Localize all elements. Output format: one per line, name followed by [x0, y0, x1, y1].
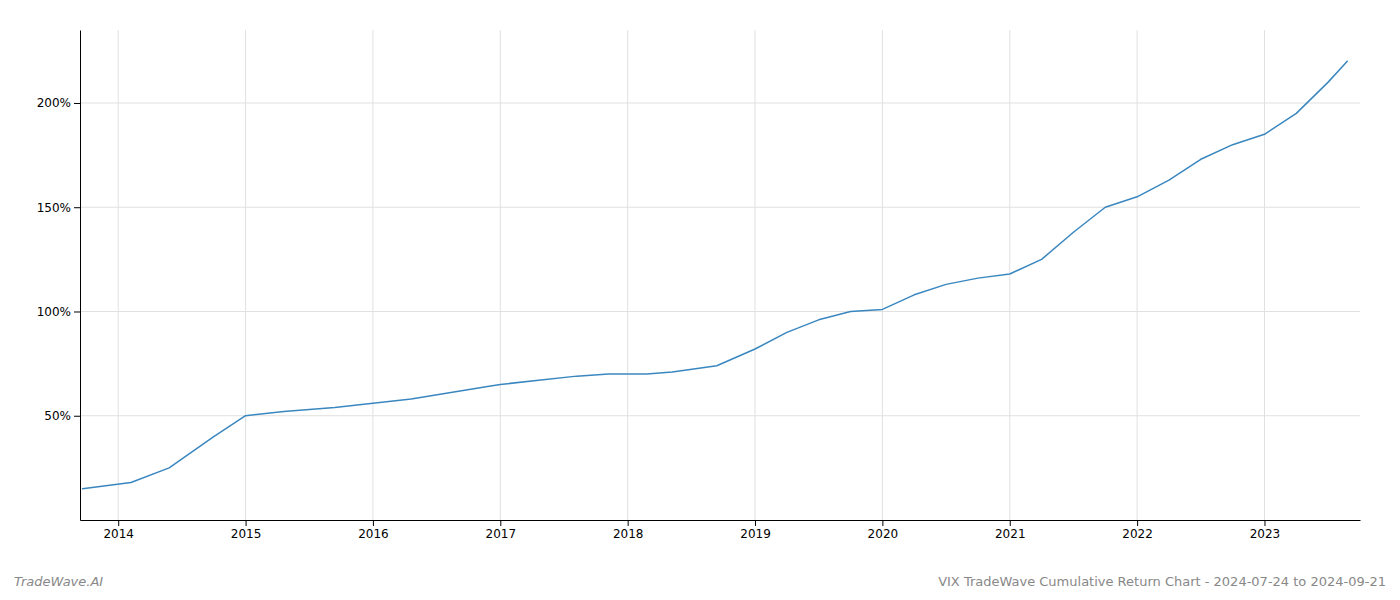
x-tick-label: 2020	[868, 527, 899, 541]
grid-line	[500, 30, 501, 520]
grid-line	[1009, 30, 1010, 520]
y-tick-label: 50%	[44, 409, 71, 423]
y-axis: 50% 100% 150% 200%	[37, 31, 81, 521]
grid-line	[118, 30, 119, 520]
grid-line	[755, 30, 756, 520]
watermark: TradeWave.AI	[14, 574, 103, 589]
x-tick-label: 2014	[103, 527, 134, 541]
y-tick: 200%	[37, 96, 80, 110]
y-tick-mark	[74, 207, 80, 208]
grid-line	[80, 207, 1360, 208]
x-tick: 2016	[358, 520, 389, 541]
y-tick: 150%	[37, 201, 80, 215]
grid-line	[1137, 30, 1138, 520]
grid-line	[627, 30, 628, 520]
line	[83, 61, 1348, 488]
y-tick: 100%	[37, 305, 80, 319]
grid-line	[80, 102, 1360, 103]
y-tick-label: 200%	[37, 96, 71, 110]
x-tick-mark	[500, 520, 501, 526]
marks	[83, 61, 1348, 488]
x-tick: 2018	[613, 520, 644, 541]
x-tick-mark	[1264, 520, 1265, 526]
x-tick: 2023	[1250, 520, 1281, 541]
grid-line	[372, 30, 373, 520]
x-tick-mark	[118, 520, 119, 526]
x-tick-label: 2022	[1122, 527, 1153, 541]
x-tick-label: 2018	[613, 527, 644, 541]
x-tick-label: 2017	[486, 527, 517, 541]
x-tick-mark	[1137, 520, 1138, 526]
x-axis-line	[81, 520, 1361, 521]
x-tick-label: 2015	[231, 527, 262, 541]
grid-line	[1264, 30, 1265, 520]
x-tick-label: 2016	[358, 527, 389, 541]
y-tick-label: 150%	[37, 201, 71, 215]
y-tick: 50%	[44, 409, 80, 423]
x-tick-mark	[882, 520, 883, 526]
y-tick-label: 100%	[37, 305, 71, 319]
y-tick-mark	[74, 416, 80, 417]
x-tick: 2019	[740, 520, 771, 541]
x-tick-mark	[755, 520, 756, 526]
x-tick: 2022	[1122, 520, 1153, 541]
x-tick-mark	[628, 520, 629, 526]
background	[0, 0, 1400, 600]
y-axis-line	[80, 31, 81, 521]
x-tick: 2014	[103, 520, 134, 541]
x-tick-label: 2019	[740, 527, 771, 541]
x-tick-mark	[373, 520, 374, 526]
grid-line	[245, 30, 246, 520]
y-tick-mark	[74, 311, 80, 312]
x-tick-label: 2021	[995, 527, 1026, 541]
y-tick-mark	[74, 103, 80, 104]
grid-line	[882, 30, 883, 520]
x-tick: 2017	[486, 520, 517, 541]
grid-line	[80, 311, 1360, 312]
x-tick: 2020	[868, 520, 899, 541]
plot: 2014 2015 2016 2017 2018 2019 2020 2021 2022 2023…	[37, 30, 1361, 541]
chart: 2014 2015 2016 2017 2018 2019 2020 2021 2022 2023…	[0, 0, 1400, 600]
grid	[80, 30, 1360, 520]
x-tick: 2021	[995, 520, 1026, 541]
x-tick-mark	[1010, 520, 1011, 526]
x-tick: 2015	[231, 520, 262, 541]
x-tick-label: 2023	[1250, 527, 1281, 541]
grid-line	[80, 415, 1360, 416]
title: VIX TradeWave Cumulative Return Chart - …	[938, 574, 1386, 589]
x-axis: 2014 2015 2016 2017 2018 2019 2020 2021 2022 2023	[81, 520, 1361, 541]
x-tick-mark	[246, 520, 247, 526]
